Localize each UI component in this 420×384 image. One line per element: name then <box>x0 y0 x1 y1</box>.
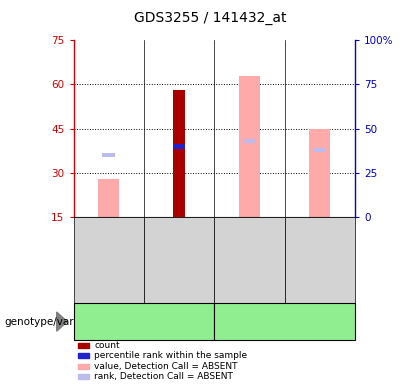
Text: GSM188344: GSM188344 <box>104 231 114 290</box>
Text: GSM188345: GSM188345 <box>244 231 255 290</box>
Text: genotype/variation: genotype/variation <box>4 316 103 327</box>
Text: GSM188347: GSM188347 <box>315 231 325 290</box>
Bar <box>309 129 330 217</box>
Bar <box>98 179 119 217</box>
Text: GDS3255 / 141432_at: GDS3255 / 141432_at <box>134 11 286 25</box>
Polygon shape <box>57 312 67 331</box>
Text: how mutant: how mutant <box>251 316 318 327</box>
Bar <box>239 76 260 217</box>
Bar <box>102 153 115 157</box>
Text: GSM188346: GSM188346 <box>174 231 184 290</box>
Bar <box>173 90 185 217</box>
Bar <box>173 144 185 149</box>
Text: count: count <box>94 341 120 350</box>
Text: percentile rank within the sample: percentile rank within the sample <box>94 351 248 361</box>
Text: rank, Detection Call = ABSENT: rank, Detection Call = ABSENT <box>94 372 234 381</box>
Bar <box>313 147 326 152</box>
Text: value, Detection Call = ABSENT: value, Detection Call = ABSENT <box>94 362 238 371</box>
Bar <box>243 139 256 143</box>
Text: wildtype: wildtype <box>120 316 168 327</box>
